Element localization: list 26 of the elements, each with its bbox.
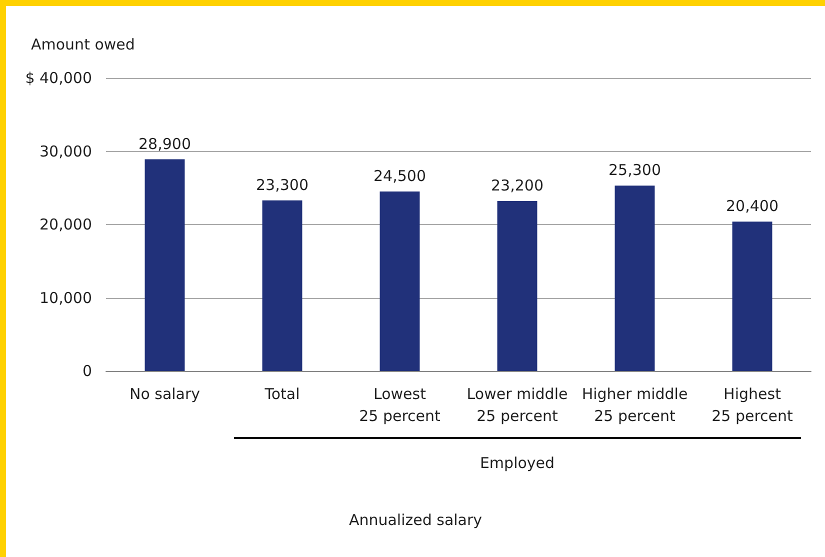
x-tick-label: Highest 25 percent bbox=[712, 385, 794, 425]
bar bbox=[380, 192, 420, 371]
x-tick-label: Total bbox=[264, 385, 300, 403]
data-label: 25,300 bbox=[608, 161, 661, 180]
bar bbox=[144, 159, 185, 371]
data-label: 20,400 bbox=[726, 197, 778, 216]
y-axis-title: Amount owed bbox=[31, 36, 135, 54]
data-label: 23,200 bbox=[491, 176, 544, 195]
x-tick-label: Lower middle 25 percent bbox=[466, 385, 568, 425]
data-label: 28,900 bbox=[138, 134, 191, 153]
y-tick-label: 10,000 bbox=[40, 288, 92, 307]
x-tick-label: No salary bbox=[129, 385, 200, 403]
y-tick-label: 0 bbox=[82, 362, 92, 380]
x-tick-label: Higher middle 25 percent bbox=[582, 385, 688, 425]
y-tick-label: $ 40,000 bbox=[25, 69, 92, 87]
bar bbox=[614, 186, 655, 371]
y-tick-label: 20,000 bbox=[40, 216, 92, 234]
bar bbox=[497, 201, 538, 371]
bar bbox=[732, 222, 772, 371]
bar bbox=[262, 200, 302, 371]
x-tick-label: Lowest 25 percent bbox=[359, 385, 441, 425]
text: Employed bbox=[478, 454, 556, 472]
data-label: 24,500 bbox=[374, 167, 426, 186]
text: Annualized salary bbox=[348, 511, 484, 529]
data-label: 23,300 bbox=[256, 176, 308, 194]
y-tick-label: 30,000 bbox=[40, 142, 92, 160]
